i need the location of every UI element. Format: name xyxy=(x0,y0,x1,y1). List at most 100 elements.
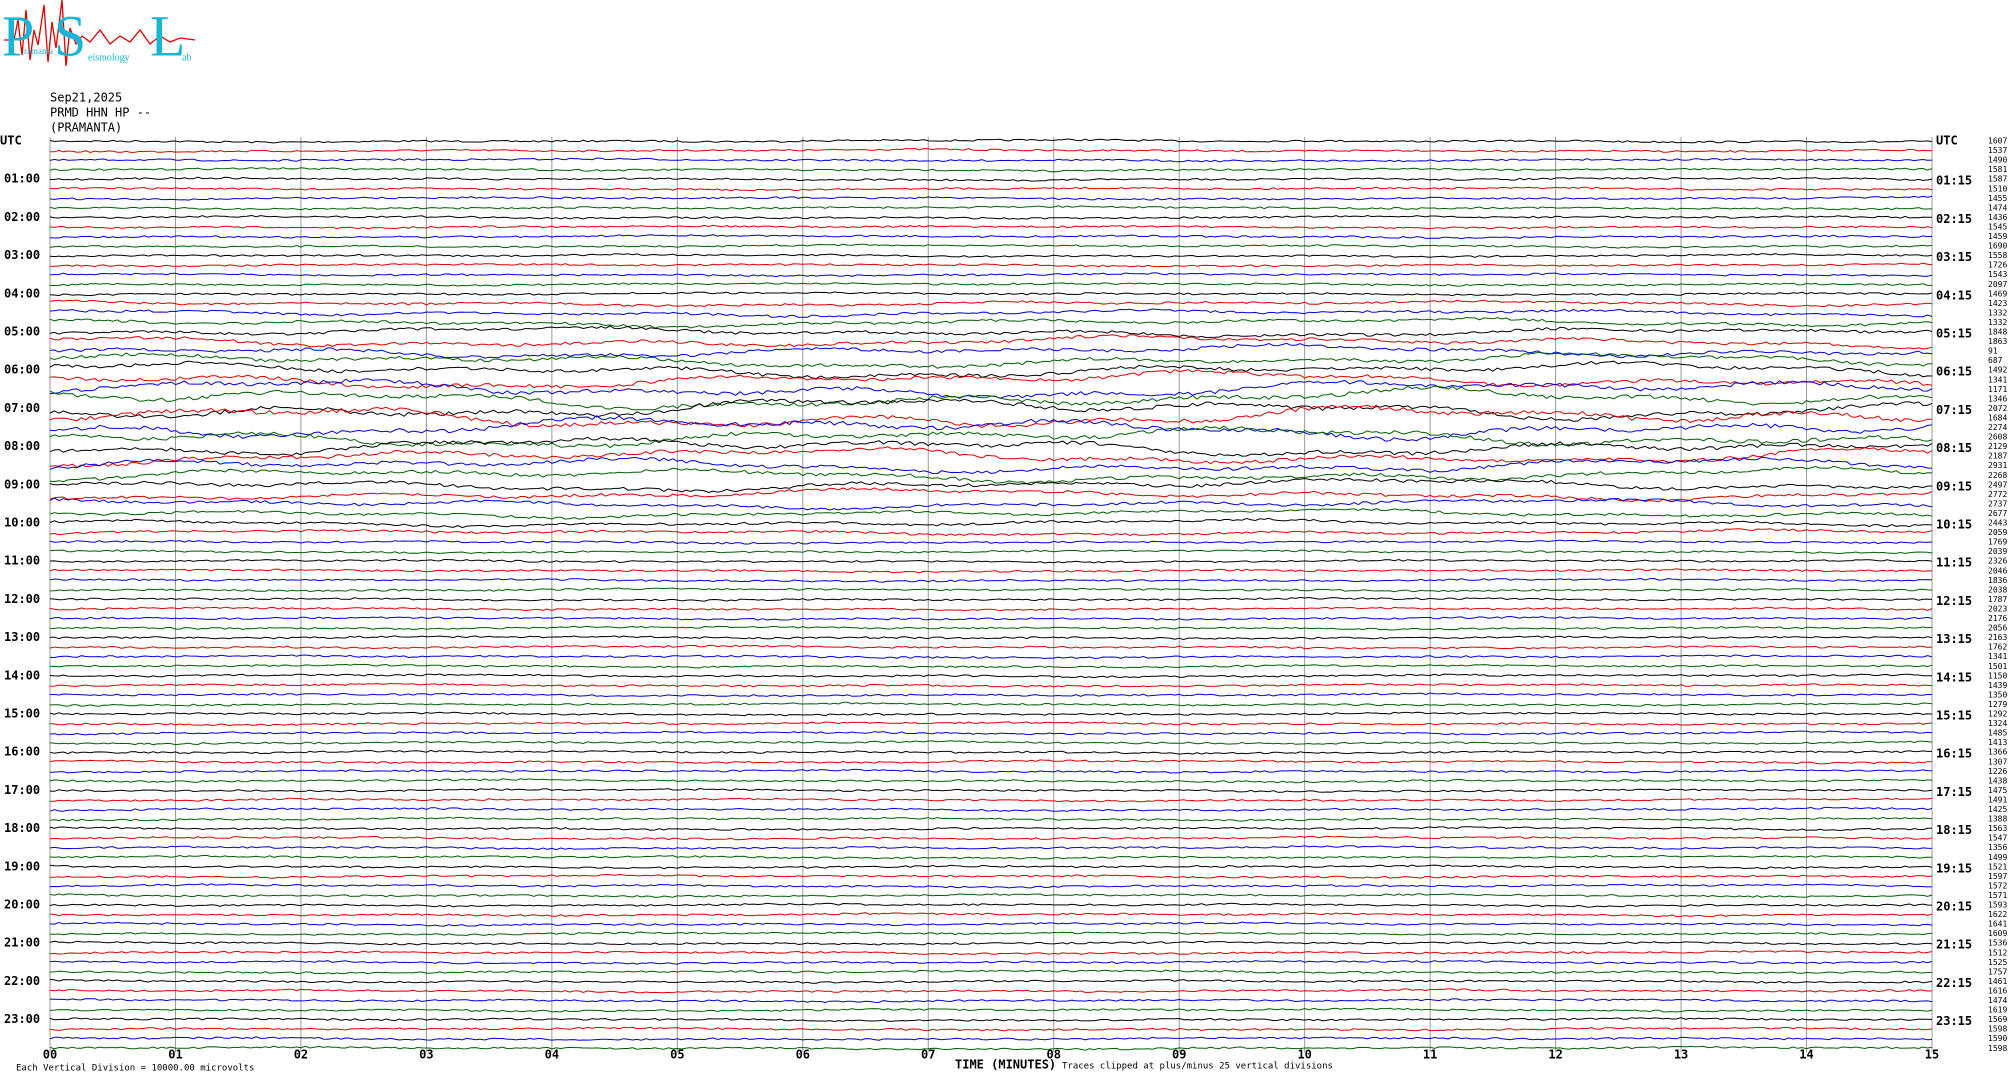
left-hour-label: 04:00 xyxy=(4,286,40,300)
left-hour-label: 18:00 xyxy=(4,821,40,835)
trace-number: 1619 xyxy=(1988,1006,2007,1015)
seismic-trace xyxy=(49,673,1932,679)
seismic-trace xyxy=(49,224,1933,230)
trace-number: 1590 xyxy=(1988,1034,2007,1043)
seismic-trace xyxy=(49,940,1933,946)
trace-number: 1609 xyxy=(1988,929,2007,938)
trace-number: 1563 xyxy=(1988,824,2007,833)
seismic-trace xyxy=(49,577,1933,583)
seismic-trace xyxy=(49,342,1933,359)
seismic-trace xyxy=(49,568,1933,574)
seismic-trace xyxy=(50,692,1933,698)
seismic-trace xyxy=(49,334,1933,350)
seismic-trace xyxy=(49,931,1933,937)
seismic-trace xyxy=(49,360,1933,380)
trace-number: 1616 xyxy=(1988,986,2007,995)
seismic-trace xyxy=(49,988,1933,994)
seismic-trace xyxy=(49,176,1933,182)
left-hour-label: 03:00 xyxy=(4,248,40,262)
seismic-trace xyxy=(49,539,1933,545)
trace-number: 2163 xyxy=(1988,633,2007,642)
trace-number: 1521 xyxy=(1988,862,2007,871)
trace-number: 1622 xyxy=(1988,910,2007,919)
seismic-trace xyxy=(49,186,1933,192)
seismic-trace xyxy=(49,528,1933,537)
place: (PRAMANTA) xyxy=(50,121,122,135)
right-hour-label: 20:15 xyxy=(1936,900,1972,914)
seismic-trace xyxy=(49,558,1933,564)
right-hour-label: 14:15 xyxy=(1936,670,1972,684)
seismic-trace xyxy=(49,369,1933,389)
right-hour-label: UTC xyxy=(1936,134,1958,148)
x-tick-label: 15 xyxy=(1925,1048,1939,1062)
x-axis-label: TIME (MINUTES) xyxy=(955,1058,1056,1072)
trace-number: 1571 xyxy=(1988,891,2007,900)
trace-number: 1598 xyxy=(1988,1044,2007,1053)
left-hour-label: 22:00 xyxy=(4,974,40,988)
seismic-trace xyxy=(49,385,1933,411)
left-hour-label: 16:00 xyxy=(4,745,40,759)
seismic-trace xyxy=(49,157,1933,163)
seismic-trace xyxy=(49,644,1933,650)
logo-letter: L xyxy=(150,3,185,68)
seismic-trace xyxy=(49,759,1933,765)
left-hour-label: 08:00 xyxy=(4,439,40,453)
trace-number: 2497 xyxy=(1988,480,2007,489)
right-hour-label: 11:15 xyxy=(1936,556,1972,570)
trace-number: 2059 xyxy=(1988,528,2007,537)
x-tick-label: 04 xyxy=(545,1048,559,1062)
logo-small: ab xyxy=(182,52,191,63)
seismic-trace xyxy=(49,826,1933,831)
seismic-trace xyxy=(49,147,1933,154)
logo-letter: S xyxy=(54,3,86,68)
x-tick-label: 02 xyxy=(294,1048,308,1062)
seismic-trace xyxy=(49,1007,1933,1013)
trace-number: 2187 xyxy=(1988,452,2007,461)
trace-number: 1356 xyxy=(1988,843,2007,852)
trace-number: 1543 xyxy=(1988,270,2007,279)
logo: P ramanta S eismology L ab xyxy=(2,0,196,68)
trace-number: 2268 xyxy=(1988,471,2007,480)
right-hour-label: 06:15 xyxy=(1936,365,1972,379)
left-hour-label: 17:00 xyxy=(4,783,40,797)
trace-number: 1413 xyxy=(1988,738,2007,747)
left-hour-label: 10:00 xyxy=(4,516,40,530)
trace-number: 1598 xyxy=(1988,1025,2007,1034)
right-hour-label: 03:15 xyxy=(1936,250,1972,264)
station: PRMD HHN HP -- xyxy=(50,106,151,120)
trace-number: 2176 xyxy=(1988,614,2007,623)
seismic-trace xyxy=(50,625,1933,631)
seismic-trace xyxy=(49,299,1933,308)
left-hour-label: 09:00 xyxy=(4,477,40,491)
trace-number: 1436 xyxy=(1988,213,2007,222)
left-hour-label: 12:00 xyxy=(4,592,40,606)
seismic-trace xyxy=(49,912,1933,918)
seismic-trace xyxy=(49,508,1933,520)
trace-number: 1307 xyxy=(1988,757,2007,766)
seismic-trace xyxy=(49,487,1933,503)
trace-number: 2072 xyxy=(1988,404,2007,413)
seismic-trace xyxy=(49,969,1933,975)
left-hour-label: 23:00 xyxy=(4,1012,40,1026)
logo-letter: P xyxy=(2,3,34,68)
seismic-trace xyxy=(49,787,1933,793)
right-hour-label: 15:15 xyxy=(1936,709,1972,723)
right-hour-label: 08:15 xyxy=(1936,441,1972,455)
clip-note: Traces clipped at plus/minus 25 vertical… xyxy=(1062,1062,1333,1072)
trace-number: 1485 xyxy=(1988,729,2007,738)
trace-number: 1593 xyxy=(1988,901,2007,910)
right-hour-label: 18:15 xyxy=(1936,823,1972,837)
left-hour-label: 21:00 xyxy=(4,936,40,950)
seismic-trace xyxy=(49,465,1933,485)
trace-number: 1491 xyxy=(1988,795,2007,804)
seismic-trace xyxy=(50,873,1933,879)
trace-number: 1332 xyxy=(1988,308,2007,317)
trace-number: 1536 xyxy=(1988,939,2007,948)
left-hour-label: 19:00 xyxy=(4,859,40,873)
x-tick-label: 06 xyxy=(796,1048,810,1062)
x-tick-label: 01 xyxy=(168,1048,182,1062)
seismic-trace xyxy=(49,950,1933,956)
trace-number: 1510 xyxy=(1988,184,2007,193)
seismic-trace xyxy=(49,816,1933,822)
